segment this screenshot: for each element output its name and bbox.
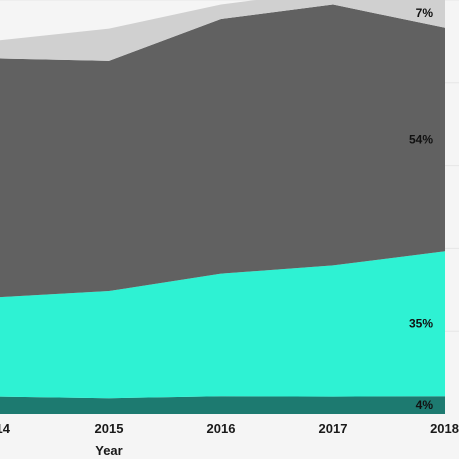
area-series-1	[0, 251, 445, 399]
x-tick-label-3: 2017	[319, 421, 348, 436]
x-tick-label-2: 2016	[207, 421, 236, 436]
end-label-series-3: 7%	[416, 6, 434, 20]
x-tick-label-0: 14	[0, 421, 11, 436]
area-series-3	[0, 0, 445, 61]
end-label-series-2: 54%	[409, 133, 433, 147]
area-series-0	[0, 396, 445, 414]
x-axis-title: Year	[95, 443, 122, 458]
data-labels: 4% 35% 54% 7%	[409, 6, 433, 412]
x-axis-ticks: 14 2015 2016 2017 2018	[0, 421, 459, 436]
end-label-series-1: 35%	[409, 317, 433, 331]
end-label-series-0: 4%	[416, 398, 434, 412]
area-series-2	[0, 4, 445, 298]
x-tick-label-1: 2015	[95, 421, 124, 436]
area-series-group	[0, 0, 445, 414]
x-tick-label-4: 2018	[430, 421, 459, 436]
